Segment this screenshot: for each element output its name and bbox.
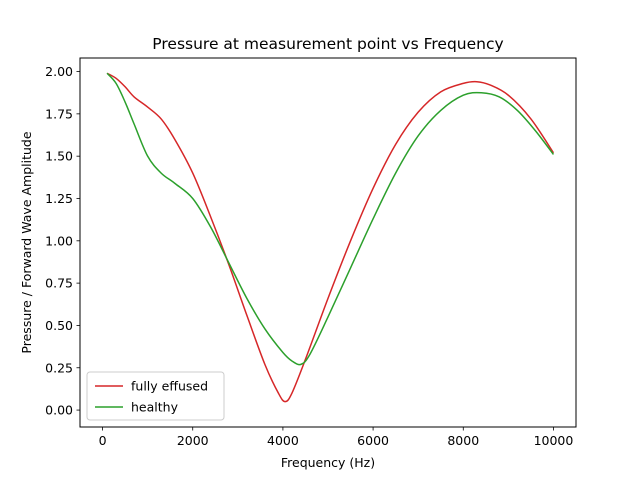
y-tick-label: 2.00 [45, 64, 73, 79]
legend: fully effused healthy [86, 371, 225, 421]
legend-box [86, 371, 225, 421]
x-axis-ticks: 0 2000 4000 6000 8000 10000 [99, 427, 574, 448]
y-tick-label: 1.25 [45, 191, 73, 206]
x-axis-title: Frequency (Hz) [281, 455, 375, 470]
x-tick-label: 6000 [357, 433, 389, 448]
x-tick-label: 8000 [447, 433, 479, 448]
plot-area [79, 57, 577, 428]
y-axis-ticks: 0.00 0.25 0.50 0.75 1.00 1.25 1.50 1.75 2.00 [45, 64, 80, 418]
series-lines [106, 72, 555, 403]
series-line-healthy [106, 72, 555, 366]
chart-title: Pressure at measurement point vs Frequen… [152, 35, 503, 53]
x-tick-label: 0 [99, 433, 107, 448]
legend-label: fully effused [131, 379, 208, 394]
x-tick-label: 2000 [177, 433, 209, 448]
series-line-fully-effused [106, 72, 555, 403]
y-tick-label: 1.00 [45, 233, 73, 248]
plot-frame [79, 57, 577, 428]
y-tick-label: 0.00 [45, 403, 73, 418]
x-tick-label: 10000 [534, 433, 574, 448]
y-tick-label: 0.50 [45, 318, 73, 333]
y-tick-label: 1.75 [45, 106, 73, 121]
y-tick-label: 0.75 [45, 276, 73, 291]
x-tick-label: 4000 [267, 433, 299, 448]
y-axis-title: Pressure / Forward Wave Amplitude [19, 131, 34, 353]
y-tick-label: 0.25 [45, 360, 73, 375]
y-tick-label: 1.50 [45, 149, 73, 164]
legend-label: healthy [131, 400, 179, 415]
